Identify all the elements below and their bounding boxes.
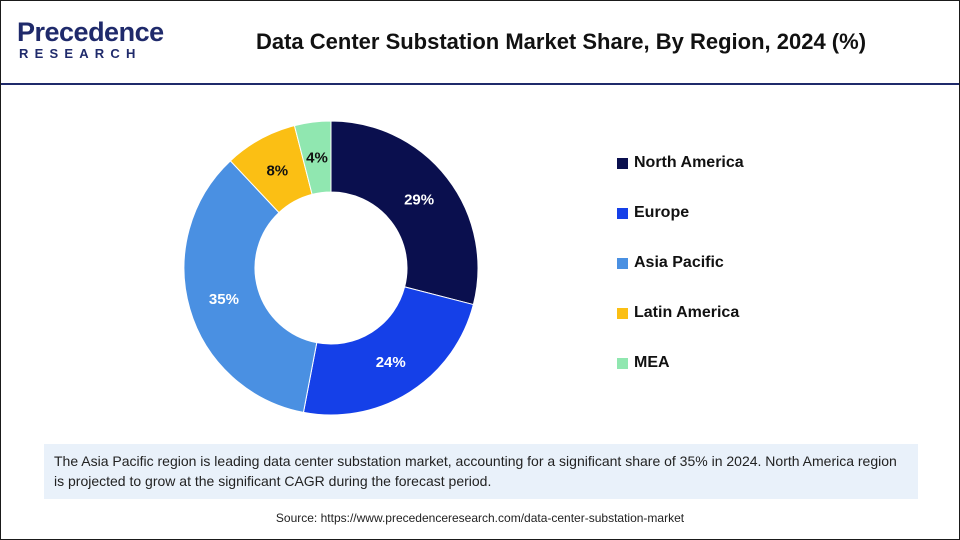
- legend-item-asia-pacific: Asia Pacific: [617, 251, 744, 275]
- donut-chart: 29% 24% 35% 8% 4%: [183, 120, 479, 416]
- brand-logo: Precedence RESEARCH: [17, 17, 167, 67]
- header: Precedence RESEARCH Data Center Substati…: [1, 1, 959, 85]
- legend-label: Europe: [634, 204, 690, 221]
- legend-label: North America: [634, 154, 744, 171]
- legend-item-north-america: North America: [617, 151, 744, 175]
- legend-swatch: [617, 307, 628, 319]
- legend-label: MEA: [634, 354, 670, 371]
- slice-label-latin-america: 8%: [266, 162, 288, 179]
- slice-mea: [293, 120, 332, 195]
- brand-name: Precedence: [17, 17, 164, 47]
- legend-item-europe: Europe: [617, 201, 744, 225]
- slice-label-asia-pacific: 35%: [209, 291, 239, 308]
- brand-subtitle: RESEARCH: [19, 46, 142, 61]
- source-citation: Source: https://www.precedenceresearch.c…: [275, 511, 685, 525]
- chart-title: Data Center Substation Market Share, By …: [255, 29, 867, 54]
- legend-item-latin-america: Latin America: [617, 301, 744, 325]
- slice-label-north-america: 29%: [404, 192, 434, 209]
- slice-europe: [302, 286, 474, 416]
- legend-label: Latin America: [634, 304, 740, 321]
- chart-legend: North America Europe Asia Pacific Latin Ame…: [617, 151, 744, 401]
- legend-label: Asia Pacific: [634, 254, 724, 271]
- slice-north-america: [330, 120, 479, 306]
- slice-label-mea: 4%: [306, 149, 328, 166]
- legend-swatch: [617, 257, 628, 269]
- legend-swatch: [617, 157, 628, 169]
- legend-item-mea: MEA: [617, 351, 744, 375]
- slice-asia-pacific: [183, 160, 318, 413]
- summary-note: The Asia Pacific region is leading data …: [44, 444, 918, 499]
- legend-swatch: [617, 207, 628, 219]
- legend-swatch: [617, 357, 628, 369]
- slice-label-europe: 24%: [376, 354, 406, 371]
